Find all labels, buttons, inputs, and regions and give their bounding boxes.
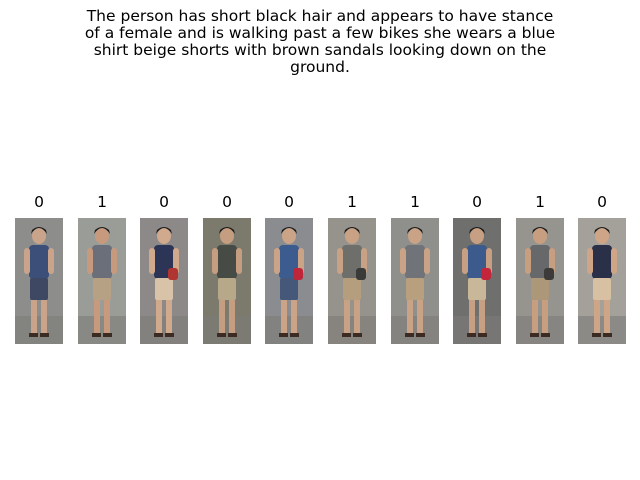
person-thumbnail [578,218,626,344]
pedestrian-illustration [391,218,439,344]
match-label: 0 [597,193,607,211]
person-thumbnail [265,218,313,344]
match-label: 0 [222,193,232,211]
gallery-item: 0 [140,192,188,344]
person-thumbnail [140,218,188,344]
pedestrian-illustration [78,218,126,344]
pedestrian-illustration [203,218,251,344]
person-thumbnail [516,218,564,344]
pedestrian-illustration [578,218,626,344]
person-thumbnail [15,218,63,344]
gallery-item: 1 [516,192,564,344]
pedestrian-illustration [328,218,376,344]
match-label: 0 [34,193,44,211]
gallery-item: 0 [453,192,501,344]
person-thumbnail [328,218,376,344]
pedestrian-illustration [265,218,313,344]
person-thumbnail [78,218,126,344]
match-label: 0 [472,193,482,211]
person-thumbnail [391,218,439,344]
gallery-item: 1 [78,192,126,344]
pedestrian-illustration [516,218,564,344]
person-thumbnail [203,218,251,344]
pedestrian-illustration [453,218,501,344]
gallery-item: 0 [203,192,251,344]
match-label: 1 [347,193,357,211]
match-label: 0 [159,193,169,211]
query-caption: The person has short black hair and appe… [84,7,556,76]
gallery-item: 0 [15,192,63,344]
pedestrian-illustration [140,218,188,344]
match-label: 1 [410,193,420,211]
gallery-item: 0 [578,192,626,344]
person-thumbnail [453,218,501,344]
gallery-item: 0 [265,192,313,344]
match-label: 1 [535,193,545,211]
gallery-item: 1 [391,192,439,344]
gallery-item: 1 [328,192,376,344]
pedestrian-illustration [15,218,63,344]
match-label: 1 [97,193,107,211]
match-label: 0 [284,193,294,211]
